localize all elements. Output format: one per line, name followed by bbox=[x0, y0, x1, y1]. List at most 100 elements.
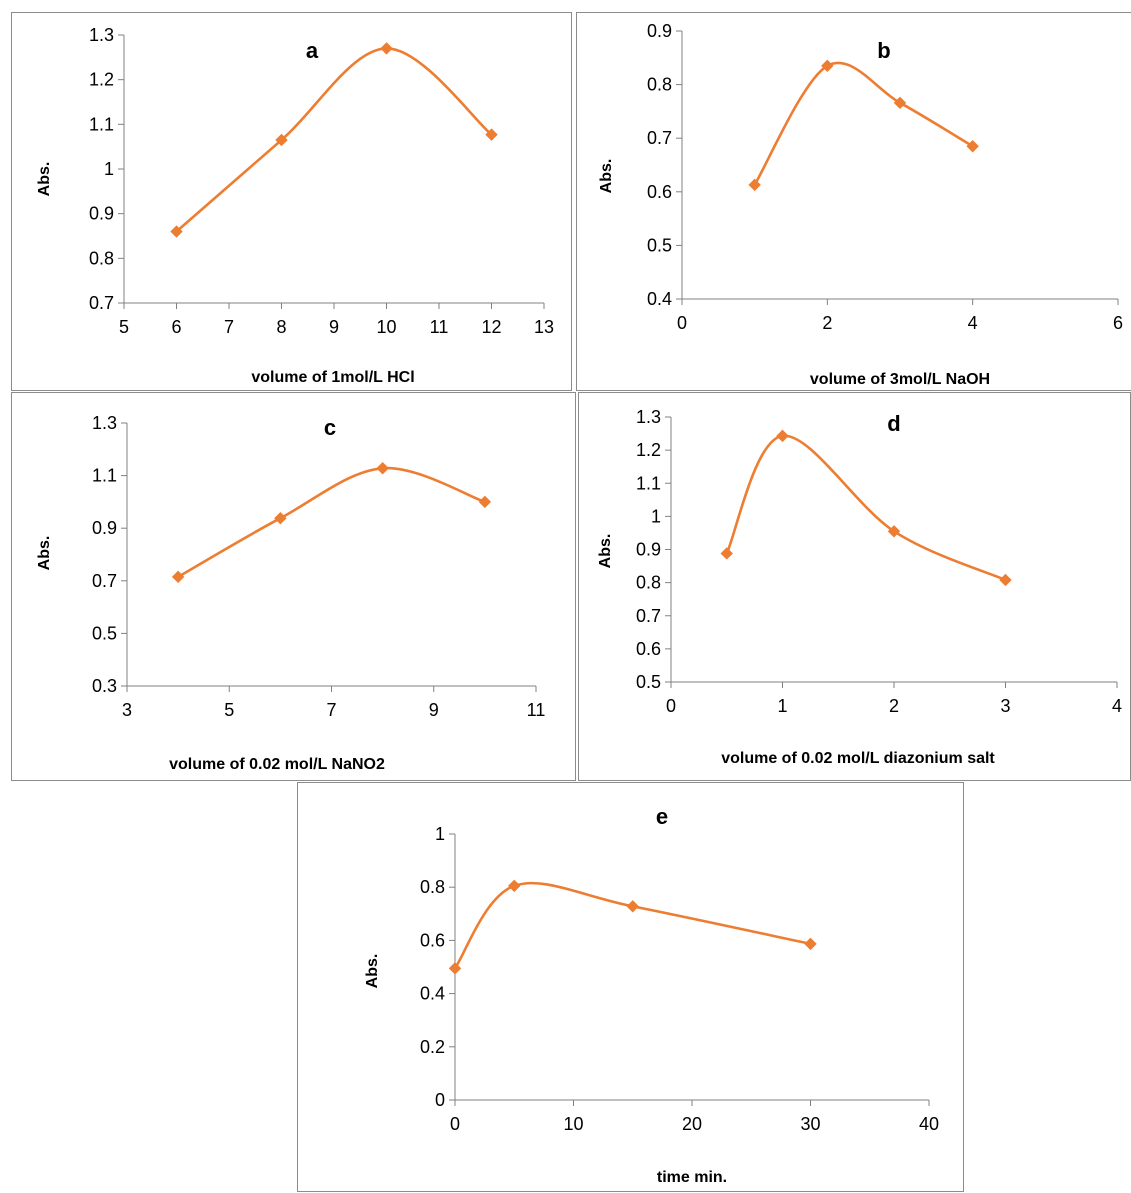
chart-title: c bbox=[324, 415, 336, 440]
y-tick-label: 0.8 bbox=[647, 75, 672, 95]
chart-panel-a: a Abs. volume of 1mol/L HCl 0.7 0.8 0.9 1 1.… bbox=[11, 12, 572, 391]
series-line bbox=[753, 61, 974, 186]
data-point-marker bbox=[626, 900, 639, 913]
chart-c-svg: c Abs. volume of 0.02 mol/L NaNO2 0.3 0.5… bbox=[36, 413, 546, 773]
y-axis-label: Abs. bbox=[36, 162, 53, 197]
chart-title: a bbox=[306, 38, 319, 63]
y-tick-label: 0.5 bbox=[92, 623, 117, 643]
x-axis-label: volume of 0.02 mol/L NaNO2 bbox=[169, 756, 385, 773]
x-tick-label: 4 bbox=[1112, 696, 1122, 716]
y-tick-label: 0.9 bbox=[89, 204, 114, 224]
data-point-marker bbox=[448, 962, 462, 975]
y-tick-label: 1 bbox=[104, 159, 114, 179]
y-tick-label: 0.7 bbox=[636, 606, 661, 626]
y-tick-label: 0.7 bbox=[647, 128, 672, 148]
y-tick-label: 1 bbox=[651, 506, 661, 526]
y-tick-label: 0.4 bbox=[420, 984, 445, 1004]
x-tick-label: 3 bbox=[122, 700, 132, 720]
y-tick-label: 1.2 bbox=[89, 70, 114, 90]
x-tick-label: 11 bbox=[527, 700, 546, 720]
x-axis-label: volume of 3mol/L NaOH bbox=[810, 371, 990, 388]
x-tick-label: 0 bbox=[450, 1114, 460, 1134]
x-tick-label: 0 bbox=[666, 696, 676, 716]
y-axis-label: Abs. bbox=[364, 954, 381, 989]
y-tick-label: 0.8 bbox=[636, 573, 661, 593]
y-tick-label: 1.3 bbox=[92, 413, 117, 433]
y-axis-label: Abs. bbox=[598, 159, 615, 194]
x-tick-label: 12 bbox=[481, 317, 501, 337]
data-point-marker bbox=[966, 140, 979, 153]
x-axis-label: volume of 0.02 mol/L diazonium salt bbox=[721, 750, 995, 767]
y-tick-label: 0.6 bbox=[636, 639, 661, 659]
series-line bbox=[725, 434, 1007, 582]
data-point-marker bbox=[508, 879, 521, 893]
y-tick-label: 1.1 bbox=[92, 466, 117, 486]
data-point-marker bbox=[485, 128, 498, 141]
data-point-marker bbox=[999, 573, 1012, 587]
chart-title: b bbox=[877, 38, 890, 63]
x-axis-label: volume of 1mol/L HCl bbox=[251, 369, 414, 386]
y-tick-label: 0.7 bbox=[92, 571, 117, 591]
x-tick-label: 10 bbox=[563, 1114, 583, 1134]
y-tick-label: 1 bbox=[435, 824, 445, 844]
y-tick-label: 0.9 bbox=[92, 518, 117, 538]
x-tick-label: 7 bbox=[326, 700, 336, 720]
data-point-marker bbox=[893, 96, 907, 110]
chart-panel-d: d Abs. volume of 0.02 mol/L diazonium sa… bbox=[578, 392, 1131, 781]
chart-title: e bbox=[656, 804, 668, 829]
y-tick-label: 0.6 bbox=[420, 930, 445, 950]
chart-panel-e: e Abs. time min. 0 0.2 0.4 0.6 0.8 1 0 10 20 30 40 bbox=[297, 782, 964, 1192]
chart-e-svg: e Abs. time min. 00.20.40.60.810 10 20 30 40 bbox=[364, 804, 939, 1186]
series-line bbox=[177, 466, 486, 578]
data-point-marker bbox=[376, 462, 389, 475]
x-tick-label: 6 bbox=[1113, 313, 1123, 333]
y-tick-label: 0.9 bbox=[647, 21, 672, 41]
x-tick-label: 6 bbox=[171, 317, 181, 337]
x-axis-label: time min. bbox=[657, 1169, 727, 1186]
x-tick-label: 2 bbox=[822, 313, 832, 333]
data-point-marker bbox=[887, 525, 901, 538]
chart-d-svg: d Abs. volume of 0.02 mol/L diazonium sa… bbox=[597, 407, 1122, 767]
y-tick-label: 1.2 bbox=[636, 440, 661, 460]
y-tick-label: 0.6 bbox=[647, 182, 672, 202]
data-point-marker bbox=[274, 511, 287, 525]
chart-b-svg: b Abs. volume of 3mol/L NaOH 0.4 0.5 0.6 0.… bbox=[598, 21, 1123, 388]
y-tick-label: 0.4 bbox=[647, 289, 672, 309]
y-tick-label: 0.8 bbox=[89, 248, 114, 268]
x-tick-label: 20 bbox=[682, 1114, 702, 1134]
y-tick-label: 0.8 bbox=[420, 877, 445, 897]
data-point-marker bbox=[804, 937, 817, 951]
data-point-marker bbox=[170, 225, 183, 238]
x-tick-label: 9 bbox=[429, 700, 439, 720]
y-tick-label: 0 bbox=[435, 1090, 445, 1110]
chart-title: d bbox=[887, 411, 900, 436]
data-point-marker bbox=[720, 547, 733, 560]
y-tick-label: 0.3 bbox=[92, 676, 117, 696]
x-tick-label: 40 bbox=[919, 1114, 939, 1134]
y-tick-label: 1.1 bbox=[636, 473, 661, 493]
y-axis-label: Abs. bbox=[597, 534, 614, 569]
series-line bbox=[175, 47, 493, 233]
x-tick-label: 5 bbox=[224, 700, 234, 720]
data-point-marker bbox=[748, 178, 761, 192]
y-tick-label: 1.3 bbox=[636, 407, 661, 427]
x-tick-label: 13 bbox=[534, 317, 554, 337]
y-tick-label: 1.1 bbox=[89, 114, 114, 134]
data-point-marker bbox=[478, 495, 492, 509]
data-point-marker bbox=[821, 59, 834, 73]
data-point-marker bbox=[776, 429, 789, 443]
y-tick-label: 0.5 bbox=[647, 235, 672, 255]
x-tick-label: 30 bbox=[800, 1114, 820, 1134]
data-point-marker bbox=[171, 570, 185, 584]
chart-a-svg: a Abs. volume of 1mol/L HCl 0.7 0.8 0.9 1 1.… bbox=[36, 25, 554, 386]
data-point-marker bbox=[275, 133, 288, 147]
x-tick-label: 0 bbox=[677, 313, 687, 333]
chart-panel-b: b Abs. volume of 3mol/L NaOH 0.4 0.5 0.6 0.… bbox=[576, 12, 1131, 391]
series-line bbox=[453, 881, 811, 970]
x-tick-label: 1 bbox=[777, 696, 787, 716]
chart-panel-c: c Abs. volume of 0.02 mol/L NaNO2 0.3 0.5… bbox=[11, 392, 576, 781]
y-tick-label: 0.7 bbox=[89, 293, 114, 313]
y-tick-label: 0.5 bbox=[636, 672, 661, 692]
x-tick-label: 10 bbox=[376, 317, 396, 337]
y-tick-label: 0.9 bbox=[636, 540, 661, 560]
